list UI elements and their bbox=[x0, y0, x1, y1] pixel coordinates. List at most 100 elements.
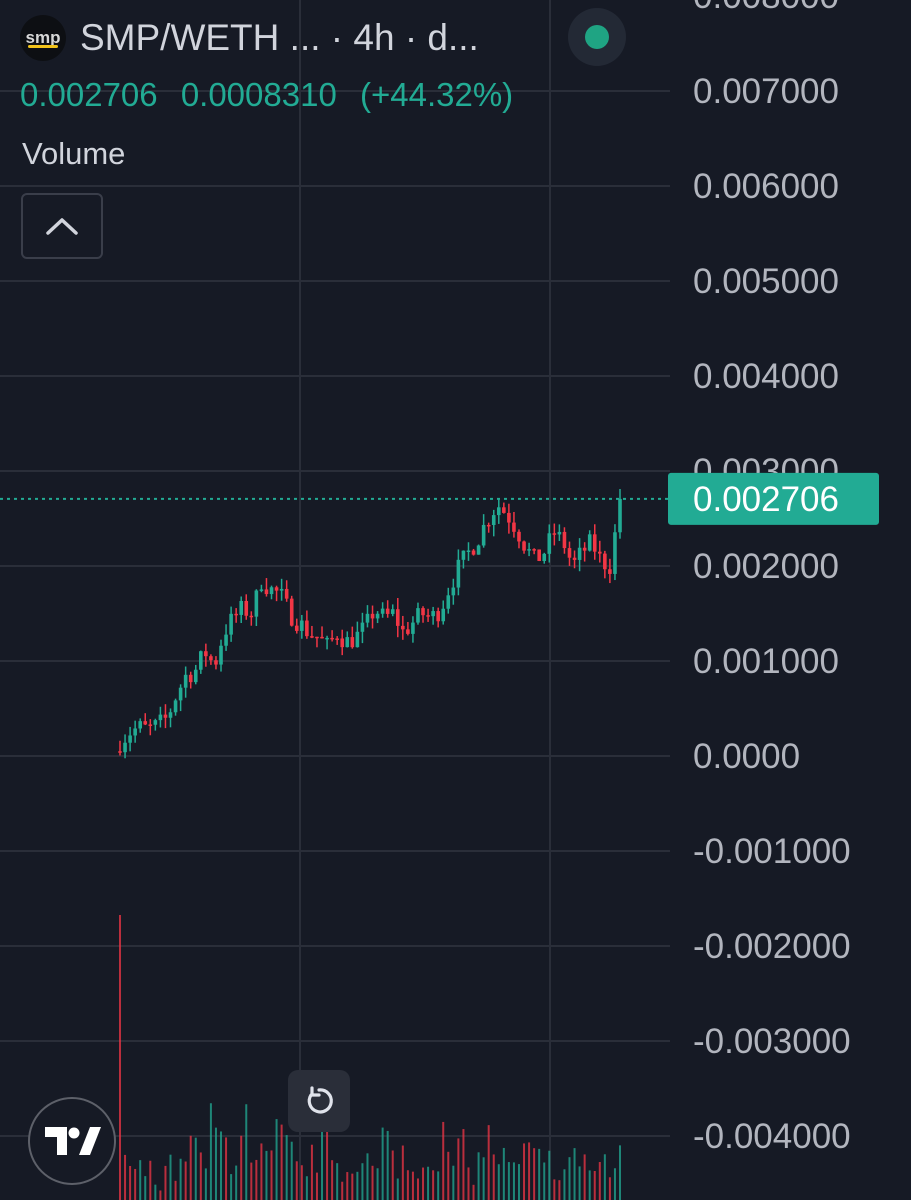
candle-body-96 bbox=[603, 553, 607, 570]
candle-body-88 bbox=[562, 531, 567, 549]
volume-bar-79 bbox=[517, 1164, 520, 1200]
volume-indicator-label[interactable]: Volume bbox=[22, 136, 126, 171]
candle-body-99 bbox=[618, 498, 622, 533]
volume-bar-92 bbox=[583, 1154, 586, 1200]
price-axis[interactable]: 0.008000 0.007000 0.006000 0.005000 0.004000… bbox=[693, 0, 851, 1156]
volume-bar-64 bbox=[442, 1121, 445, 1200]
volume-bar-56 bbox=[401, 1145, 404, 1200]
candle-body-4 bbox=[138, 721, 143, 729]
candle-body-50 bbox=[370, 613, 375, 619]
volume-bar-11 bbox=[174, 1180, 177, 1200]
candle-body-52 bbox=[380, 608, 385, 614]
volume-bar-6 bbox=[149, 1160, 152, 1200]
candle-body-76 bbox=[502, 507, 506, 513]
candle-body-71 bbox=[476, 545, 481, 555]
volume-bar-78 bbox=[512, 1162, 515, 1200]
candle-body-26 bbox=[249, 615, 254, 618]
candle-body-82 bbox=[532, 549, 536, 551]
volume-bar-27 bbox=[255, 1159, 258, 1200]
y-axis-tick-label-4: 0.004000 bbox=[693, 357, 839, 396]
volume-bar-26 bbox=[250, 1162, 253, 1200]
candle-body-84 bbox=[542, 553, 547, 562]
volume-bar-5 bbox=[144, 1176, 147, 1200]
candle-body-69 bbox=[466, 550, 471, 553]
candle-body-91 bbox=[577, 547, 582, 560]
candle-body-75 bbox=[496, 507, 501, 516]
candle-body-44 bbox=[340, 638, 345, 648]
volume-bar-88 bbox=[563, 1169, 566, 1200]
candle-body-62 bbox=[431, 611, 435, 617]
candle-body-19 bbox=[214, 660, 218, 665]
volume-bar-30 bbox=[270, 1150, 273, 1200]
market-status-button[interactable] bbox=[568, 8, 626, 66]
reset-chart-button[interactable] bbox=[288, 1070, 350, 1132]
candle-body-27 bbox=[254, 590, 259, 617]
volume-bar-38 bbox=[310, 1144, 313, 1200]
candle-body-72 bbox=[481, 524, 486, 546]
volume-bar-58 bbox=[411, 1171, 414, 1200]
y-axis-tick-label-6: 0.002000 bbox=[693, 547, 839, 586]
volume-bar-72 bbox=[482, 1157, 485, 1200]
y-axis-tick-label-0: 0.008000 bbox=[693, 0, 839, 16]
volume-bar-60 bbox=[422, 1167, 425, 1200]
candle-body-83 bbox=[537, 549, 541, 562]
candle-body-30 bbox=[269, 587, 274, 595]
volume-bar-45 bbox=[346, 1172, 349, 1200]
volume-bar-75 bbox=[497, 1164, 500, 1200]
candle-body-58 bbox=[411, 622, 415, 634]
candle-body-43 bbox=[335, 638, 339, 640]
tradingview-logo[interactable] bbox=[28, 1097, 116, 1185]
volume-bar-28 bbox=[260, 1143, 263, 1200]
volume-bar-81 bbox=[528, 1142, 531, 1200]
candle-body-38 bbox=[310, 636, 314, 638]
volume-bar-19 bbox=[214, 1127, 217, 1200]
candle-body-66 bbox=[451, 587, 456, 596]
chart-grid bbox=[0, 0, 670, 1200]
candle-body-60 bbox=[421, 608, 425, 616]
candle-body-5 bbox=[143, 721, 148, 725]
y-axis-tick-label-2: 0.006000 bbox=[693, 167, 839, 206]
volume-bar-67 bbox=[457, 1138, 460, 1200]
candle-body-28 bbox=[259, 589, 264, 591]
volume-bar-94 bbox=[593, 1170, 596, 1200]
volume-bar-68 bbox=[462, 1129, 465, 1200]
candle-body-46 bbox=[350, 637, 355, 648]
candle-body-56 bbox=[401, 625, 405, 630]
volume-bar-21 bbox=[225, 1137, 228, 1200]
candle-body-2 bbox=[128, 735, 132, 743]
volume-bar-50 bbox=[371, 1165, 374, 1200]
candlestick-series bbox=[118, 488, 622, 759]
y-axis-tick-label-11: -0.003000 bbox=[693, 1022, 851, 1061]
volume-bar-69 bbox=[467, 1167, 470, 1200]
volume-bar-37 bbox=[305, 1176, 308, 1200]
candle-body-64 bbox=[441, 608, 446, 622]
tradingview-logo-icon bbox=[45, 1127, 101, 1155]
last-price-tag-text: 0.002706 bbox=[693, 480, 839, 519]
volume-bar-16 bbox=[199, 1152, 202, 1200]
volume-bar-49 bbox=[366, 1153, 369, 1200]
candle-body-95 bbox=[597, 551, 602, 554]
volume-bar-57 bbox=[406, 1170, 409, 1200]
volume-bar-83 bbox=[538, 1148, 541, 1200]
symbol-title[interactable]: SMP/WETH ... · 4h · d... bbox=[80, 17, 479, 58]
y-axis-tick-label-10: -0.002000 bbox=[693, 927, 851, 966]
volume-bar-41 bbox=[326, 1116, 329, 1200]
volume-bar-98 bbox=[613, 1168, 616, 1200]
candle-body-90 bbox=[572, 557, 577, 560]
volume-bar-29 bbox=[265, 1150, 268, 1200]
volume-bar-43 bbox=[336, 1163, 339, 1200]
volume-bar-87 bbox=[558, 1180, 561, 1200]
collapse-legend-button[interactable] bbox=[21, 193, 103, 259]
candle-body-93 bbox=[587, 534, 592, 551]
candle-body-13 bbox=[183, 674, 188, 688]
volume-bar-40 bbox=[321, 1131, 324, 1200]
y-axis-tick-label-9: -0.001000 bbox=[693, 832, 851, 871]
candle-body-89 bbox=[567, 548, 572, 558]
candle-body-34 bbox=[289, 598, 294, 626]
candle-body-39 bbox=[315, 636, 319, 639]
candle-body-9 bbox=[163, 714, 168, 718]
candle-body-25 bbox=[244, 601, 249, 616]
volume-bar-51 bbox=[376, 1168, 379, 1200]
candle-body-45 bbox=[345, 637, 350, 648]
